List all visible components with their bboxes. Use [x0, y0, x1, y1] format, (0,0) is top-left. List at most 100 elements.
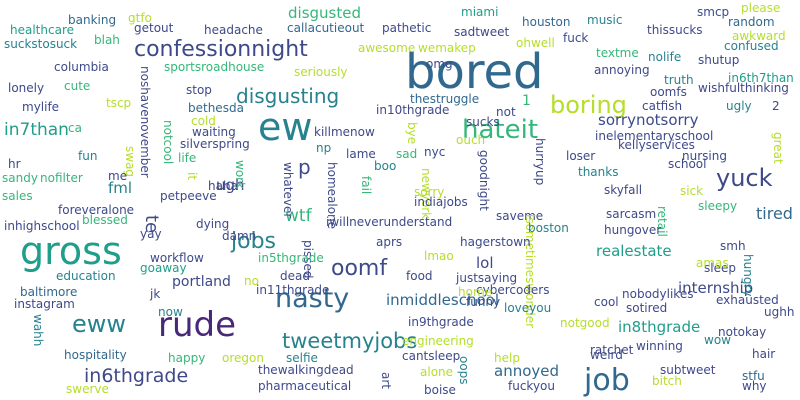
word: lol: [476, 254, 494, 272]
word: school: [668, 157, 707, 171]
word: lame: [346, 147, 376, 161]
word: tscp: [106, 96, 132, 110]
word: food: [406, 269, 433, 283]
word: tweetmyjobs: [282, 329, 418, 353]
word: cybercoders: [476, 283, 550, 297]
word: miami: [461, 5, 499, 19]
word: why: [742, 379, 767, 393]
word: weird: [590, 348, 623, 362]
word: healthcare: [10, 23, 74, 37]
word: in7than: [4, 120, 69, 140]
word: random: [728, 15, 775, 29]
word: oomf: [331, 256, 388, 281]
word: stop: [186, 83, 212, 97]
word: nobodylikes: [622, 287, 694, 301]
word: textme: [596, 46, 639, 60]
word: boo: [374, 159, 397, 173]
word: please: [741, 1, 781, 15]
word: yuck: [716, 164, 773, 192]
word: omg: [426, 57, 453, 71]
word: thanks: [578, 165, 619, 179]
word: hagerstown: [460, 235, 531, 249]
word: columbia: [54, 60, 109, 74]
word: wow: [704, 333, 731, 347]
word: gross: [20, 229, 122, 273]
word: pharmaceutical: [258, 379, 352, 393]
word: silverspring: [180, 137, 250, 151]
word: bethesda: [188, 101, 244, 115]
word: winning: [636, 339, 683, 353]
word: p: [298, 155, 311, 179]
word: kellyservices: [618, 138, 695, 152]
word: amas: [696, 256, 729, 270]
word: boring: [550, 91, 627, 119]
word: fuckyou: [508, 379, 555, 393]
word: help: [494, 351, 520, 365]
word: lmao: [424, 249, 454, 263]
word: petpeeve: [160, 189, 217, 203]
word: music: [587, 13, 623, 27]
word: job: [584, 363, 630, 398]
word: killmenow: [314, 125, 375, 139]
word: nasty: [275, 283, 350, 314]
word: sleep: [704, 261, 736, 275]
word: in6thgrade: [84, 365, 189, 387]
word: ew: [258, 105, 313, 149]
word: sorry: [414, 185, 445, 199]
word: hospitality: [64, 348, 127, 362]
word: yay: [140, 227, 162, 241]
word: gtfo: [128, 11, 152, 25]
word: internship: [678, 279, 754, 297]
word: loveyou: [504, 301, 552, 315]
word: blessed: [82, 213, 128, 227]
word: blah: [94, 33, 120, 47]
word: fuck: [563, 31, 589, 45]
word: skyfall: [604, 183, 643, 197]
word: nursing: [682, 149, 727, 163]
word: fml: [108, 179, 133, 197]
word: eww: [72, 310, 127, 338]
word: it: [185, 172, 199, 181]
word: subtweet: [660, 363, 716, 377]
word: suckstosuck: [4, 37, 78, 51]
word: ca: [68, 121, 82, 135]
word: alone: [420, 365, 454, 379]
word: thissucks: [647, 23, 703, 37]
word: hungover: [604, 223, 662, 237]
word: callacutieout: [287, 21, 365, 35]
word: sorrynotsorry: [598, 111, 699, 129]
word: nolife: [648, 50, 682, 64]
word: wahh: [31, 314, 45, 347]
word: 2: [772, 99, 780, 113]
word: notcool: [161, 120, 175, 165]
word: inelementaryschool: [595, 129, 714, 143]
word: goaway: [140, 261, 187, 275]
word: sleepy: [698, 199, 738, 213]
word: hair: [752, 347, 776, 361]
word: cold: [191, 114, 216, 128]
word: nofilter: [40, 171, 83, 185]
word: workflow: [150, 251, 204, 265]
word: waiting: [192, 125, 236, 139]
word: hurryup: [533, 138, 547, 186]
word: oops: [457, 356, 471, 385]
word: notgood: [560, 316, 610, 330]
word: whatever: [281, 162, 295, 219]
word: houston: [522, 15, 571, 29]
word: np: [316, 141, 332, 155]
word: bye: [405, 122, 419, 145]
word: notokay: [718, 325, 767, 339]
word: bored: [405, 44, 544, 100]
word: justsaying: [456, 271, 518, 285]
word: haha: [208, 179, 238, 193]
word: wemakep: [418, 41, 476, 55]
word: not: [496, 105, 516, 119]
word: me: [108, 169, 128, 183]
word: truth: [664, 73, 694, 87]
word: jk: [150, 287, 161, 301]
word: in5thgrade: [258, 251, 324, 265]
word: exhausted: [716, 293, 779, 307]
word: oomfs: [650, 85, 687, 99]
word: ugly: [726, 99, 752, 113]
word: bitch: [652, 374, 682, 388]
